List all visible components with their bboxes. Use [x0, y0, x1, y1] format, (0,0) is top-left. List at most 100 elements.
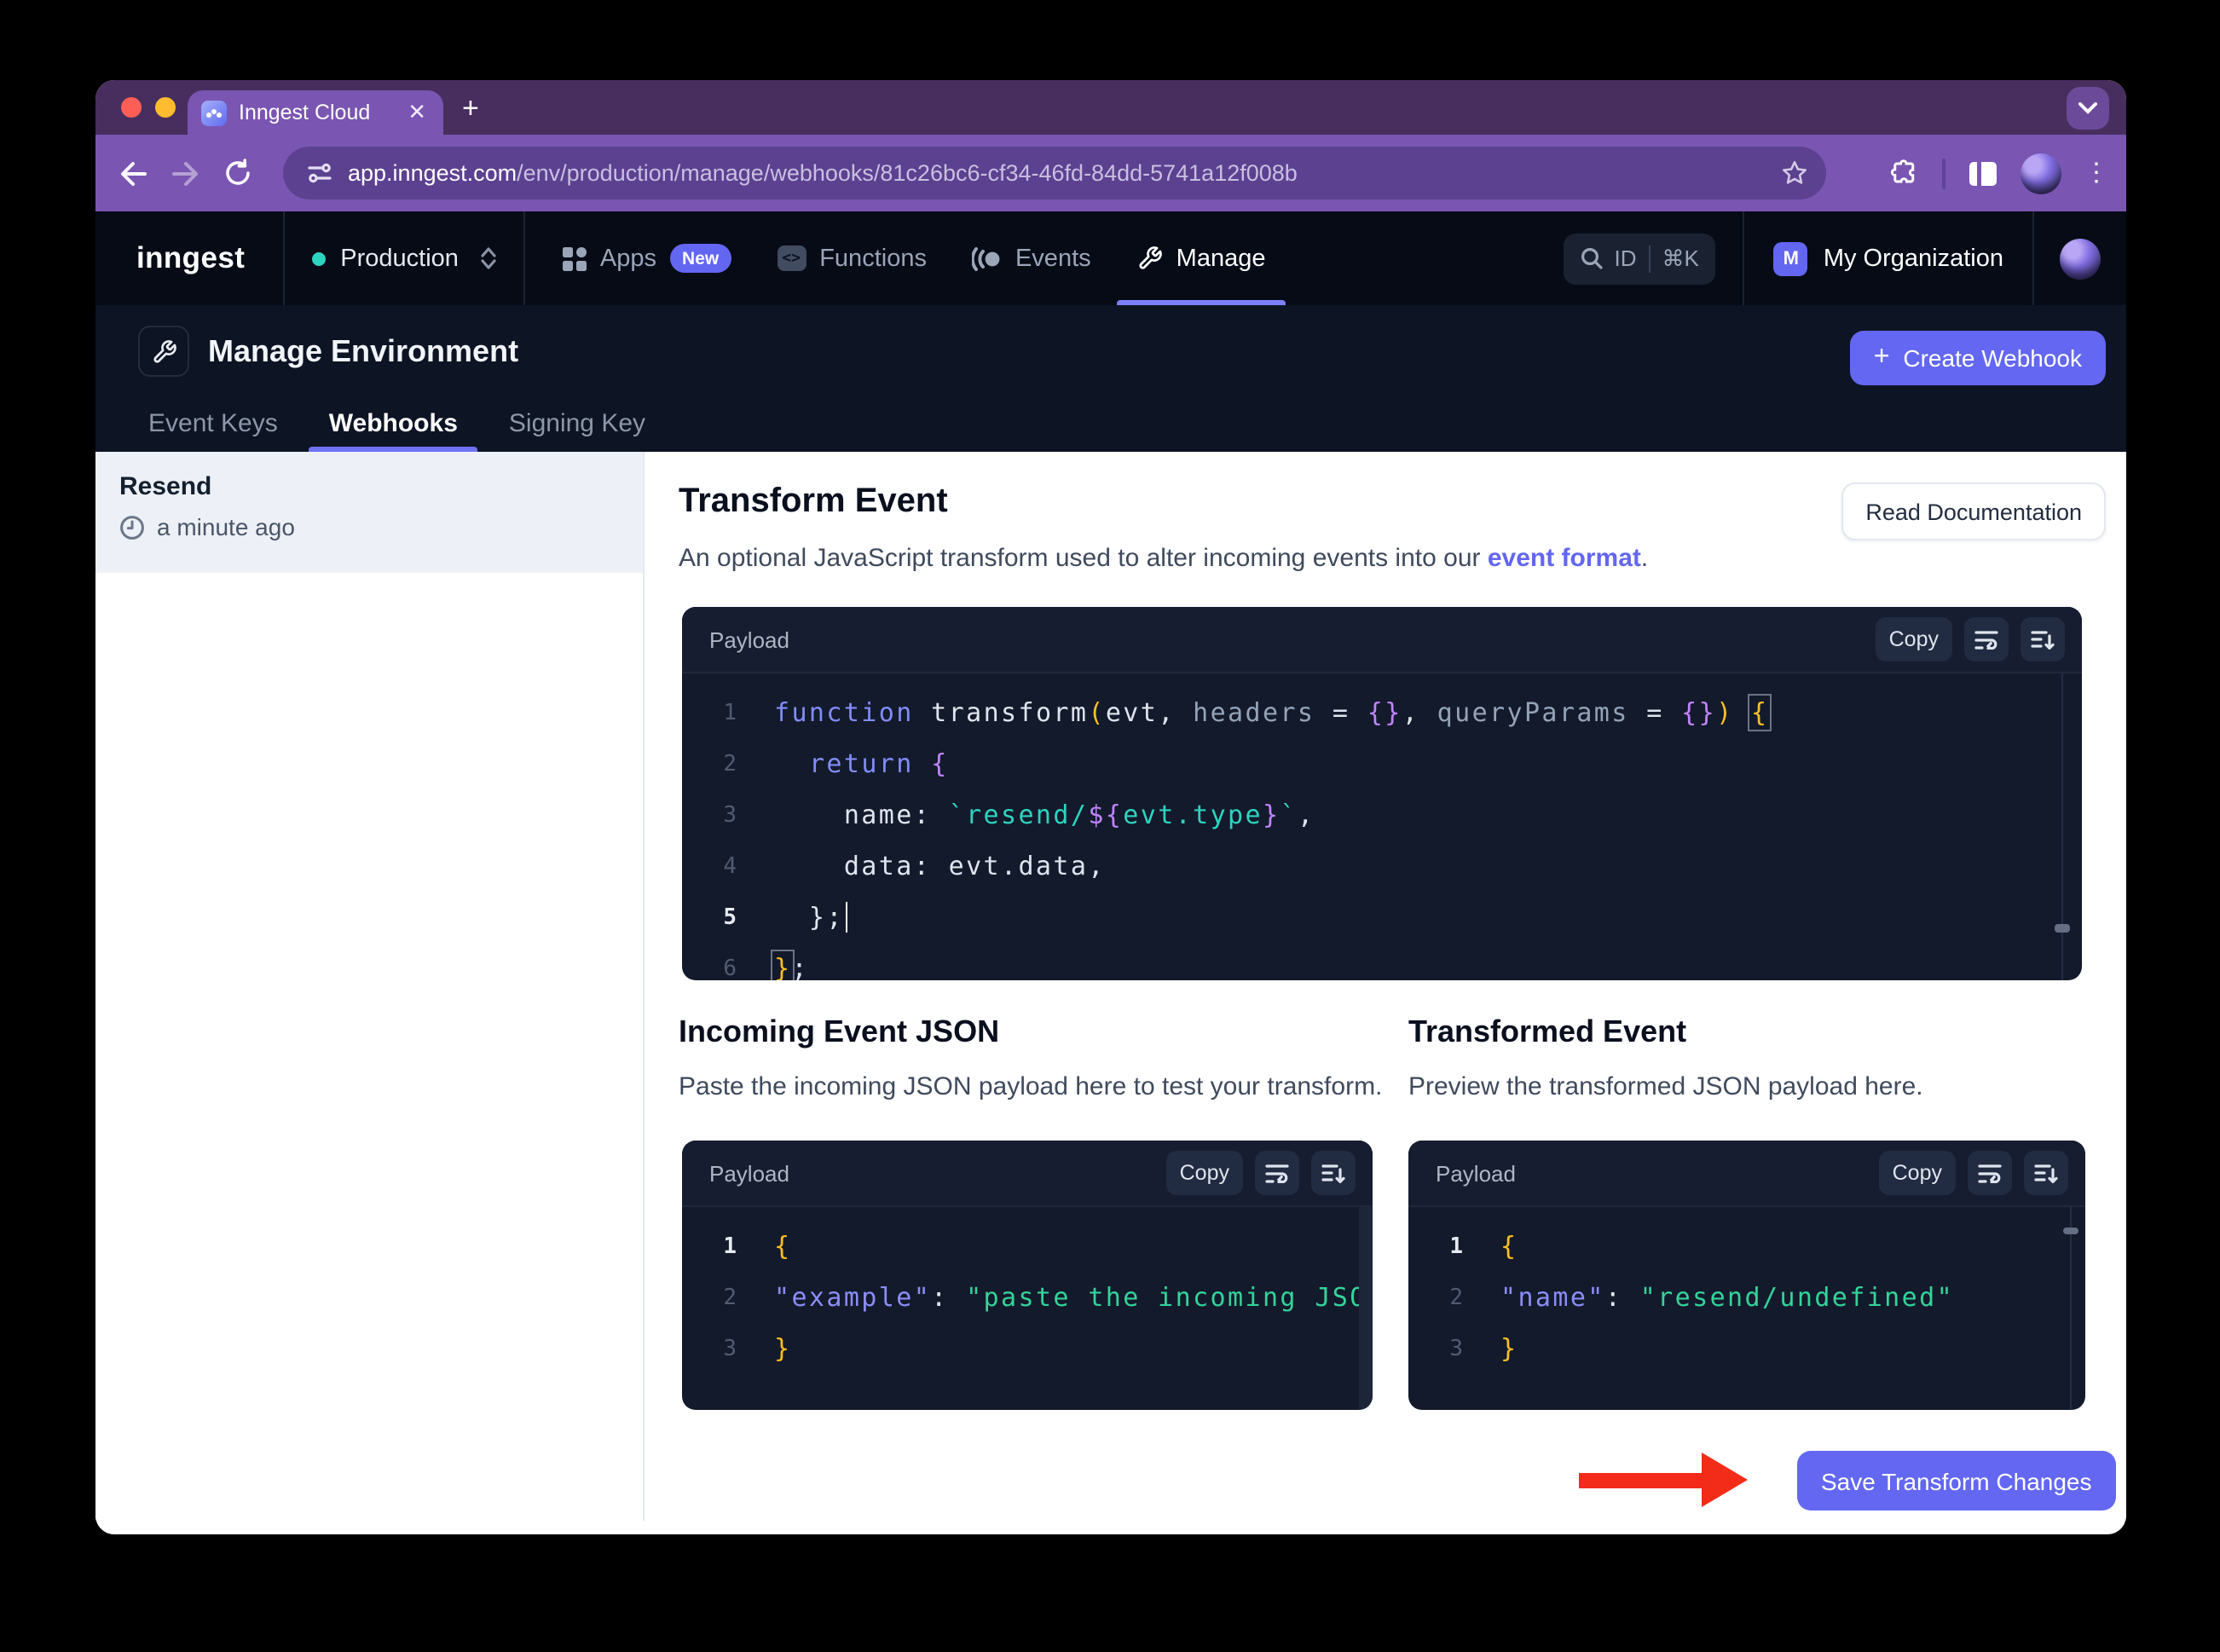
- clock-icon: [120, 515, 144, 539]
- incoming-code-area[interactable]: 1{2"example": "paste the incoming JSON p…: [682, 1207, 1373, 1410]
- copy-button[interactable]: Copy: [1165, 1151, 1243, 1195]
- page-title: Manage Environment: [208, 334, 519, 368]
- new-tab-button[interactable]: +: [462, 92, 479, 124]
- nav-label-functions: Functions: [819, 245, 927, 272]
- chevron-down-icon: [2078, 102, 2097, 114]
- url-domain: app.inngest.com: [348, 160, 517, 186]
- nav-items: Apps New <> Functions Events Manage: [562, 211, 1286, 305]
- search-divider: [1648, 245, 1651, 272]
- code-line: 3 name: `resend/${evt.type}`,: [723, 800, 1315, 830]
- tab-title: Inngest Cloud: [239, 101, 371, 124]
- code-line: 3}: [723, 1333, 792, 1364]
- transform-editor-pane: Transform Event Read Documentation An op…: [645, 452, 2126, 1521]
- extensions-icon[interactable]: [1889, 158, 1920, 188]
- transformed-panel-header: Payload Copy: [1408, 1141, 2085, 1207]
- bookmark-star-icon[interactable]: [1780, 159, 1809, 188]
- tab-search-button[interactable]: [2067, 87, 2109, 130]
- toolbar-divider: [1942, 158, 1945, 188]
- editor-scrollbar-thumb[interactable]: [2055, 924, 2070, 933]
- back-button[interactable]: [118, 159, 148, 187]
- read-documentation-button[interactable]: Read Documentation: [1841, 482, 2106, 540]
- code-line: 5 };: [682, 892, 2082, 943]
- org-name: My Organization: [1823, 245, 2003, 272]
- page-icon-box: [138, 326, 189, 377]
- wrench-icon: [153, 339, 176, 362]
- nav-item-events[interactable]: Events: [972, 211, 1091, 305]
- site-settings-icon[interactable]: [307, 160, 332, 186]
- organization-switcher[interactable]: M My Organization: [1745, 211, 2032, 305]
- url-path: /env/production/manage/webhooks/81c26bc6…: [517, 160, 1298, 186]
- minimize-window-button[interactable]: [155, 97, 176, 118]
- tab-event-keys[interactable]: Event Keys: [148, 409, 278, 438]
- browser-tabstrip: Inngest Cloud ✕ +: [95, 80, 2126, 135]
- reload-button[interactable]: [223, 159, 252, 188]
- nav-item-apps[interactable]: Apps New: [562, 211, 731, 305]
- transformed-event-title: Transformed Event: [1408, 1014, 1687, 1048]
- incoming-json-panel: Payload Copy 1{2 "example": "paste the in…: [682, 1141, 1373, 1410]
- app-navbar: inngest Production Apps New <>: [95, 211, 2126, 305]
- red-arrow-annotation: [1579, 1453, 1749, 1509]
- active-nav-underline: [1116, 300, 1286, 305]
- header-tabs: Event Keys Webhooks Signing Key: [128, 396, 666, 452]
- side-panel-icon[interactable]: [1968, 159, 1998, 187]
- code-line: 6};: [682, 943, 2082, 980]
- plus-icon: +: [1873, 343, 1890, 372]
- page-header: Manage Environment + Create Webhook Event…: [95, 305, 2126, 452]
- browser-profile-avatar[interactable]: [2021, 153, 2061, 194]
- env-name: Production: [340, 245, 459, 272]
- code-line: 1 function transform(evt, headers = {}, q…: [723, 694, 1772, 731]
- save-transform-changes-button[interactable]: Save Transform Changes: [1797, 1451, 2116, 1510]
- transformed-description: Preview the transformed JSON payload her…: [1408, 1072, 1923, 1101]
- code-line: 2 "name": "resend/undefined": [1449, 1282, 1955, 1313]
- search-box[interactable]: ID ⌘K: [1563, 233, 1716, 284]
- incoming-scrollbar-strip[interactable]: [1359, 1207, 1373, 1410]
- browser-menu-icon[interactable]: ⋮: [2084, 158, 2109, 187]
- tab-webhooks[interactable]: Webhooks: [308, 396, 478, 452]
- incoming-description: Paste the incoming JSON payload here to …: [679, 1072, 1383, 1101]
- copy-button[interactable]: Copy: [1878, 1151, 1956, 1195]
- events-icon: [972, 246, 1001, 270]
- transform-code-editor: Payload Copy 1 function transform(evt, he…: [682, 607, 2082, 980]
- wrench-icon: [1139, 246, 1162, 269]
- webhook-name: Resend: [119, 472, 212, 501]
- close-window-button[interactable]: [121, 97, 142, 118]
- nav-item-manage[interactable]: Manage: [1116, 211, 1286, 305]
- transformed-json-panel: Payload Copy 1{ 2 "name": "resend/undefine…: [1408, 1141, 2085, 1410]
- format-indent-icon[interactable]: [2024, 1151, 2068, 1195]
- incoming-event-json-title: Incoming Event JSON: [679, 1014, 1000, 1048]
- editor-code-area[interactable]: 1 function transform(evt, headers = {}, q…: [682, 673, 2082, 980]
- tab-close-icon[interactable]: ✕: [408, 99, 426, 124]
- env-status-dot: [311, 251, 326, 265]
- transformed-scrollbar-track: [2070, 1207, 2072, 1410]
- appnav-right: ID ⌘K M My Organization: [1563, 211, 2127, 305]
- search-shortcut: ⌘K: [1662, 245, 1699, 270]
- code-line: 1{: [1449, 1231, 1518, 1262]
- environment-switcher[interactable]: Production: [284, 211, 523, 305]
- user-avatar[interactable]: [2060, 238, 2101, 279]
- new-badge: New: [670, 244, 731, 273]
- word-wrap-icon[interactable]: [1255, 1151, 1299, 1195]
- nav-label-manage: Manage: [1176, 245, 1266, 272]
- transformed-scrollbar-thumb[interactable]: [2063, 1227, 2078, 1234]
- inngest-logo[interactable]: inngest: [136, 240, 246, 274]
- incoming-panel-header: Payload Copy: [682, 1141, 1373, 1207]
- tab-signing-key[interactable]: Signing Key: [508, 409, 646, 438]
- nav-label-events: Events: [1015, 245, 1091, 272]
- forward-button[interactable]: [171, 159, 201, 187]
- webhooks-sidebar: Resend a minute ago: [95, 452, 645, 1521]
- nav-item-functions[interactable]: <> Functions: [777, 211, 927, 305]
- url-text: app.inngest.com/env/production/manage/we…: [348, 160, 1298, 186]
- address-bar[interactable]: app.inngest.com/env/production/manage/we…: [283, 147, 1826, 199]
- webhook-list-item-resend[interactable]: Resend a minute ago: [95, 452, 643, 573]
- format-indent-icon[interactable]: [1311, 1151, 1356, 1195]
- copy-button[interactable]: Copy: [1875, 617, 1952, 661]
- word-wrap-icon[interactable]: [1964, 617, 2009, 661]
- search-id-label: ID: [1614, 245, 1637, 271]
- format-indent-icon[interactable]: [2021, 617, 2065, 661]
- event-format-link[interactable]: event format: [1487, 544, 1641, 573]
- code-line: 1{: [723, 1231, 792, 1262]
- chevron-updown-icon: [481, 247, 496, 269]
- word-wrap-icon[interactable]: [1968, 1151, 2012, 1195]
- browser-tab-inngest-cloud[interactable]: Inngest Cloud ✕: [188, 90, 443, 135]
- create-webhook-button[interactable]: + Create Webhook: [1849, 331, 2106, 385]
